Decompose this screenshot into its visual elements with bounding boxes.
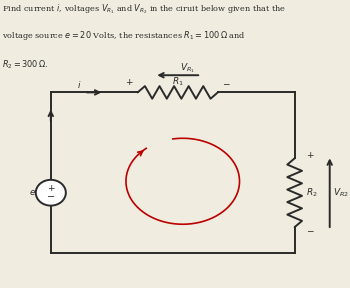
Text: $R_2$: $R_2$ <box>306 186 318 199</box>
Text: $i$: $i$ <box>77 79 82 90</box>
Text: $R_1$: $R_1$ <box>172 75 184 88</box>
Text: +: + <box>47 184 55 193</box>
Text: $V_{R_1}$: $V_{R_1}$ <box>180 61 195 75</box>
Text: $-$: $-$ <box>306 226 315 234</box>
Text: $+$: $+$ <box>306 150 315 160</box>
Text: $R_2 = 300\,\Omega$.: $R_2 = 300\,\Omega$. <box>2 58 49 71</box>
Text: Find current $i$, voltages $V_{R_1}$ and $V_{R_2}$ in the ciruit below given tha: Find current $i$, voltages $V_{R_1}$ and… <box>2 2 287 16</box>
Text: voltage source $e = 20$ Volts, the resistances $R_1 = 100\,\Omega$ and: voltage source $e = 20$ Volts, the resis… <box>2 29 246 42</box>
Circle shape <box>36 180 66 206</box>
Text: −: − <box>47 192 55 202</box>
Text: $V_{R2}$: $V_{R2}$ <box>333 186 349 199</box>
Text: $+$: $+$ <box>125 77 134 87</box>
Text: $-$: $-$ <box>222 78 231 87</box>
Text: $e$: $e$ <box>29 188 36 197</box>
